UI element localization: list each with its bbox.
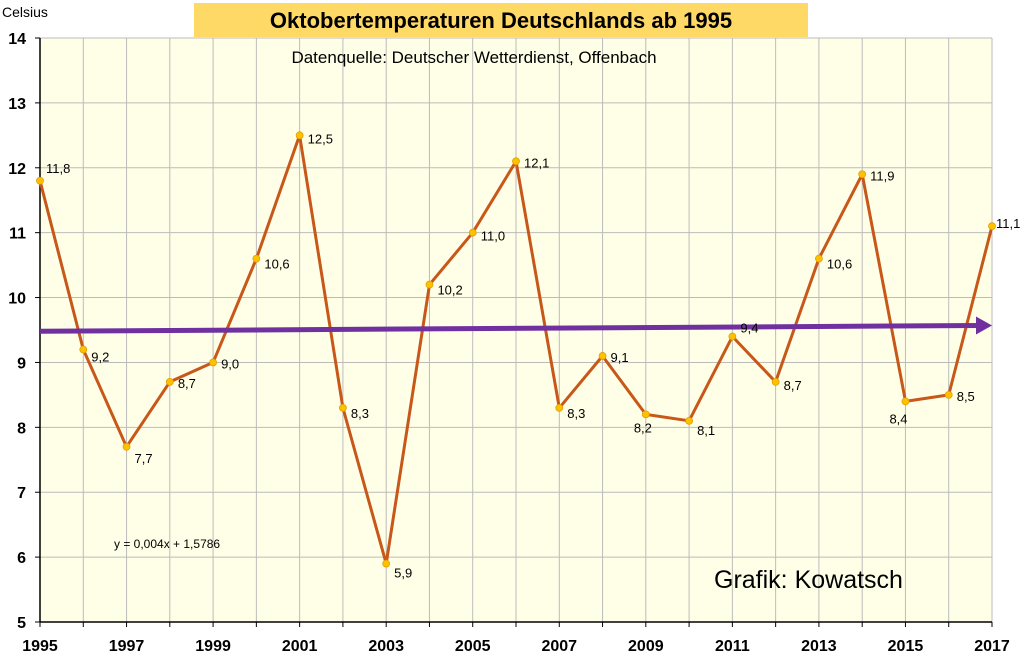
data-point (728, 332, 737, 341)
data-point (36, 176, 44, 185)
x-tick-label: 2009 (628, 638, 664, 655)
data-point (512, 157, 520, 166)
y-tick-label: 12 (8, 161, 26, 178)
data-label: 9,2 (91, 349, 109, 364)
credit-text: Grafik: Kowatsch (714, 566, 903, 594)
x-tick-label: 2003 (368, 638, 404, 655)
x-tick-label: 2015 (888, 638, 924, 655)
x-tick-label: 2017 (974, 638, 1010, 655)
data-point (209, 358, 217, 367)
data-point (555, 403, 564, 412)
data-label: 8,7 (784, 378, 802, 393)
trendline (39, 322, 983, 334)
y-axis-label: Celsius (2, 4, 48, 20)
title-background (194, 3, 808, 37)
axes: 5 6 7 8 9 10 11 12 13 14 1995 1997 1999 2001 2003 2005 2… (8, 31, 1010, 655)
data-label: 7,7 (135, 451, 153, 466)
data-label: 12,5 (308, 131, 333, 146)
data-point (685, 416, 693, 425)
data-label: 11,1 (996, 216, 1020, 231)
data-label: 8,3 (567, 406, 585, 421)
y-tick-label: 11 (9, 226, 26, 243)
data-point (901, 397, 910, 406)
data-point (598, 352, 607, 360)
data-point (641, 410, 650, 419)
data-label: 10,6 (264, 257, 289, 272)
data-label: 12,1 (524, 155, 549, 170)
trendline-arrowhead (976, 316, 992, 335)
data-point (988, 222, 996, 231)
x-tick-label: 2005 (455, 638, 491, 655)
data-point (382, 559, 391, 568)
y-tick-label: 7 (17, 485, 26, 502)
y-tick-label: 14 (8, 31, 26, 48)
trendline-layer (39, 316, 992, 335)
data-point (815, 254, 823, 263)
x-tick-label: 1997 (109, 638, 145, 655)
y-tick-label: 6 (17, 550, 26, 567)
y-tick-label: 8 (17, 420, 26, 437)
y-tick-label: 5 (17, 615, 26, 632)
data-label: 9,0 (221, 356, 239, 371)
x-tick-label: 2013 (801, 638, 837, 655)
data-label: 9,1 (611, 350, 629, 365)
data-label: 10,2 (437, 283, 462, 298)
data-point (339, 403, 347, 412)
data-point (122, 442, 131, 451)
data-point (771, 378, 780, 386)
y-tick-label: 13 (8, 96, 26, 113)
data-point (295, 131, 304, 140)
data-label: 11,8 (46, 161, 70, 176)
chart-subtitle: Datenquelle: Deutscher Wetterdienst, Off… (291, 48, 656, 67)
data-label: 11,0 (481, 229, 505, 244)
data-point (165, 378, 174, 386)
y-tick-label: 9 (17, 355, 26, 372)
data-point (425, 280, 434, 289)
y-tick-label: 10 (8, 291, 26, 308)
x-tick-label: 2001 (282, 638, 318, 655)
data-label: 8,7 (178, 376, 196, 391)
x-tick-label: 2011 (715, 638, 750, 655)
data-label: 5,9 (394, 566, 412, 581)
data-label: 10,6 (827, 257, 852, 272)
x-tick-label: 1999 (195, 638, 231, 655)
data-point (252, 254, 261, 263)
data-label: 9,4 (740, 320, 758, 335)
data-label: 8,3 (351, 406, 369, 421)
data-point (944, 390, 953, 399)
data-point (858, 170, 867, 179)
data-label: 8,1 (697, 423, 715, 438)
marker-layer (36, 131, 996, 568)
x-tick-label: 1995 (22, 638, 58, 655)
data-label: 8,4 (889, 411, 907, 426)
data-point (468, 228, 477, 237)
data-label-layer: 11,8 9,2 7,7 8,7 9,0 10,6 12,5 8,3 5,9 10,2 11,0 12… (46, 131, 1020, 580)
data-label: 8,5 (957, 389, 975, 404)
trendline-equation: y = 0,004x + 1,5786 (114, 537, 220, 551)
data-point (79, 345, 88, 354)
x-tick-label: 2007 (541, 638, 577, 655)
chart-title: Oktobertemperaturen Deutschlands ab 1995 (270, 8, 732, 33)
data-label: 11,9 (870, 168, 894, 183)
data-label: 8,2 (634, 420, 652, 435)
